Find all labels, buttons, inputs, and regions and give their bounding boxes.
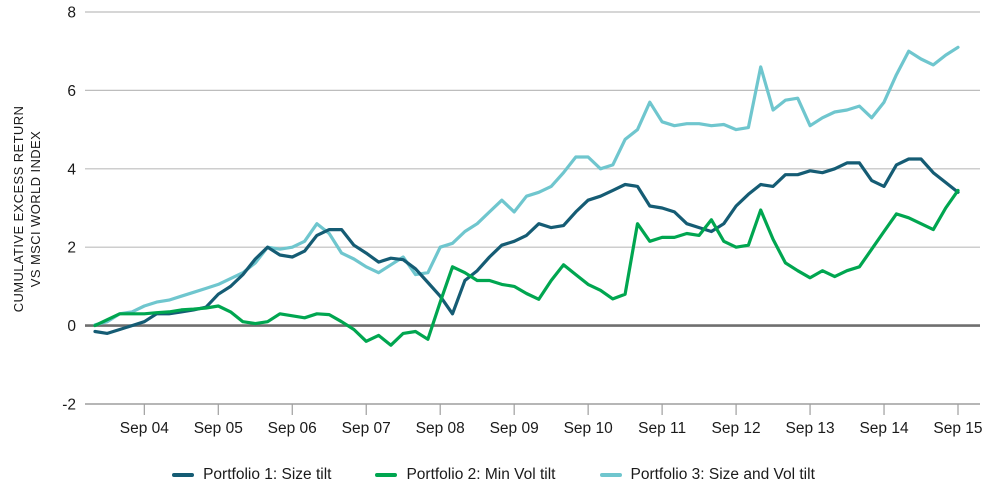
legend-item-portfolio-3: Portfolio 3: Size and Vol tilt (599, 466, 815, 484)
x-tick-label: Sep 11 (638, 420, 686, 437)
portfolio-1-line-swatch (172, 473, 195, 477)
x-tick-label: Sep 08 (416, 420, 465, 437)
chart-legend: Portfolio 1: Size tilt Portfolio 2: Min … (0, 460, 987, 490)
y-tick-label: 6 (67, 83, 76, 100)
x-tick-label: Sep 04 (120, 420, 170, 437)
x-tick-label: Sep 12 (712, 420, 761, 437)
x-tick-label: Sep 09 (490, 420, 539, 437)
portfolio-1-legend-label: Portfolio 1: Size tilt (203, 466, 332, 483)
x-tick-label: Sep 10 (564, 420, 614, 437)
x-tick-label: Sep 05 (194, 420, 243, 437)
portfolio-2-legend-label: Portfolio 2: Min Vol tilt (406, 466, 556, 483)
legend-item-portfolio-2: Portfolio 2: Min Vol tilt (375, 466, 556, 484)
x-tick-label: Sep 13 (785, 420, 834, 437)
portfolio-2-line-swatch (375, 473, 398, 477)
series-line-portfolio-3 (93, 45, 960, 327)
y-tick-label: 4 (67, 161, 76, 178)
portfolio-3-legend-label: Portfolio 3: Size and Vol tilt (630, 466, 815, 483)
portfolio-3-line-swatch (599, 473, 622, 477)
x-tick-label: Sep 06 (268, 420, 317, 437)
series-line-portfolio-1 (93, 157, 960, 335)
y-tick-label: 2 (67, 240, 76, 257)
x-tick-label: Sep 14 (859, 420, 909, 437)
y-tick-label: 0 (67, 318, 76, 335)
y-tick-label: -2 (62, 397, 76, 414)
x-tick-label: Sep 07 (342, 420, 391, 437)
legend-item-portfolio-1: Portfolio 1: Size tilt (172, 466, 331, 484)
x-tick-label: Sep 15 (933, 420, 982, 437)
y-tick-label: 8 (67, 5, 76, 22)
series-line-portfolio-2 (93, 188, 960, 347)
